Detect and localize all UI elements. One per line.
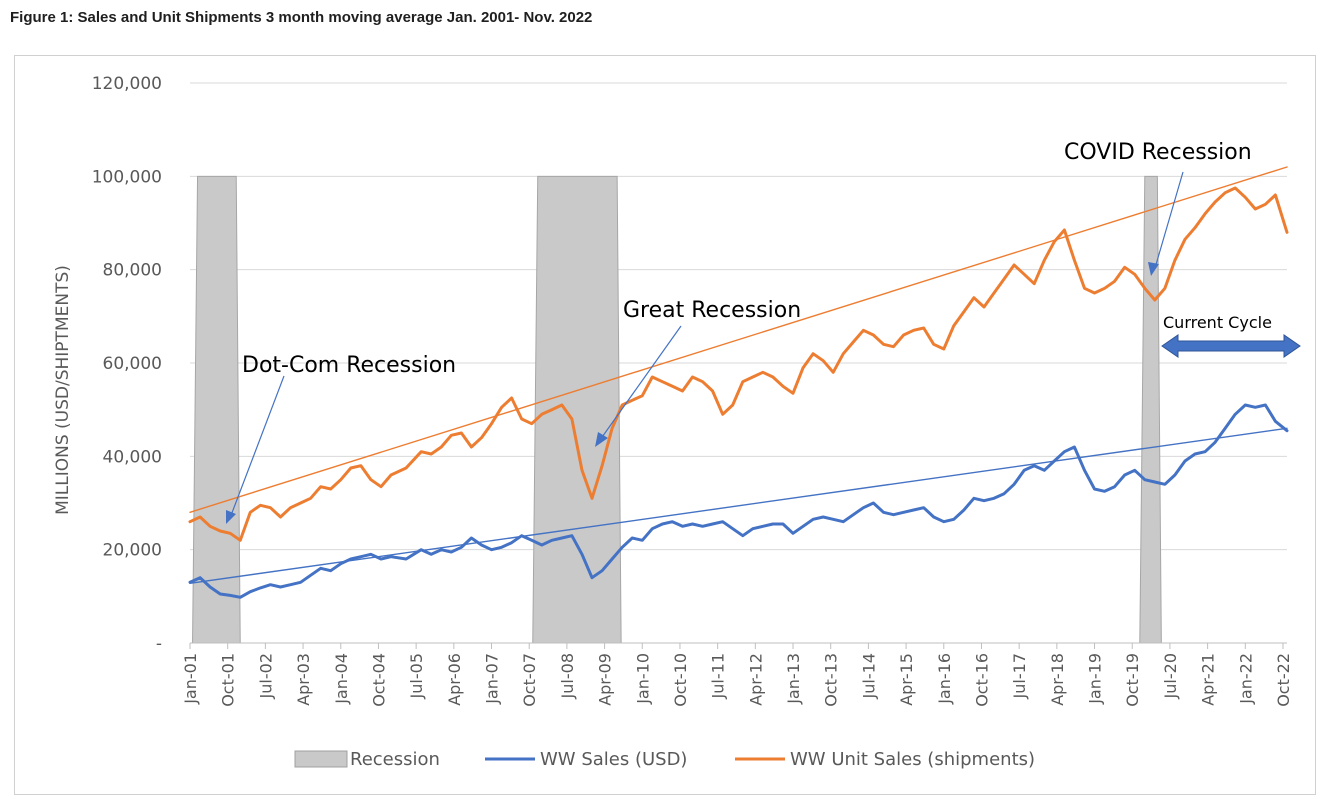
y-tick-label: 80,000: [103, 261, 162, 281]
legend: Recession WW Sales (USD) WW Unit Sales (…: [294, 749, 1035, 770]
annotation-covid: COVID Recession: [1064, 140, 1252, 165]
arrow-covid: [1154, 171, 1184, 269]
x-tick-label: Oct-01: [219, 653, 238, 707]
figure-title: Figure 1: Sales and Unit Shipments 3 mon…: [10, 9, 593, 26]
x-tick-label: Jan-13: [784, 653, 803, 705]
x-tick-label: Apr-12: [746, 653, 765, 706]
x-tick-label: Oct-04: [369, 653, 388, 707]
x-tick-label: Oct-16: [972, 653, 991, 707]
x-tick-label: Oct-13: [822, 653, 841, 707]
x-tick-label: Apr-15: [897, 653, 916, 706]
x-tick-label: Apr-03: [294, 653, 313, 706]
x-tick-label: Jul-14: [859, 653, 878, 699]
x-tick-label: Jul-17: [1010, 653, 1029, 699]
x-tick-label: Jul-20: [1161, 653, 1180, 699]
chart-frame: [14, 55, 1316, 795]
y-tick-label: 120,000: [92, 74, 162, 94]
x-tick-label: Jan-07: [483, 653, 502, 705]
arrow-dotcom: [229, 375, 285, 519]
recession-band: [1139, 175, 1162, 644]
y-tick-label: 20,000: [103, 541, 162, 561]
series-line-units: [188, 186, 1289, 542]
x-tick-label: Jul-11: [709, 653, 728, 699]
data-series: [188, 186, 1289, 599]
y-axis-label: MILLIONS (USD/SHIPTMENTS): [53, 265, 73, 515]
annotation-dotcom: Dot-Com Recession: [242, 353, 456, 378]
y-tick-label: 100,000: [92, 167, 162, 187]
gridlines: [190, 82, 1287, 551]
recession-band: [192, 175, 241, 644]
x-tick-label: Jan-22: [1236, 653, 1255, 705]
arrowhead-dotcom-icon: [226, 510, 236, 524]
y-tick-label: 60,000: [103, 354, 162, 374]
x-tick-label: Oct-07: [520, 653, 539, 707]
x-tick-label: Jul-02: [256, 653, 275, 699]
legend-label-recession: Recession: [350, 749, 440, 770]
legend-label-sales: WW Sales (USD): [540, 749, 687, 770]
arrowhead-covid-icon: [1148, 262, 1159, 276]
series-line-sales: [188, 403, 1289, 599]
x-tick-label: Jan-01: [181, 653, 200, 705]
double-arrow-icon: [1161, 334, 1301, 358]
x-tick-label: Jul-05: [407, 653, 426, 699]
x-tick-label: Apr-18: [1048, 653, 1067, 706]
recession-band: [532, 175, 622, 644]
y-tick-label: 40,000: [103, 447, 162, 467]
x-tick-label: Apr-06: [445, 653, 464, 706]
trend-line: [189, 166, 1288, 513]
x-tick-label: Apr-21: [1199, 653, 1218, 706]
trend-lines: [189, 166, 1288, 584]
x-tick-label: Jan-04: [332, 653, 351, 705]
x-tick-label: Jan-19: [1086, 653, 1105, 705]
annotations: Dot-Com Recession Great Recession COVID …: [226, 140, 1301, 524]
arrow-great: [599, 325, 682, 441]
trend-line: [189, 427, 1288, 584]
arrowhead-great-icon: [595, 432, 608, 447]
annotation-current-cycle: Current Cycle: [1163, 313, 1272, 332]
x-tick-label: Oct-10: [671, 653, 690, 707]
recession-bands: [192, 175, 1162, 644]
x-tick-label: Oct-22: [1274, 653, 1293, 707]
x-tick-label: Jul-08: [558, 653, 577, 699]
y-tick-labels: - 20,000 40,000 60,000 80,000 100,000 120,000: [92, 74, 162, 654]
x-tick-label: Jan-10: [633, 653, 652, 705]
legend-swatch-recession: [294, 750, 348, 768]
annotation-great: Great Recession: [623, 298, 801, 323]
x-tick-label: Jan-16: [935, 653, 954, 705]
x-tick-label: Oct-19: [1123, 653, 1142, 707]
y-tick-label: -: [156, 634, 162, 654]
x-tick-label: Apr-09: [596, 653, 615, 706]
x-axis: Jan-01 Oct-01 Jul-02 Apr-03 Jan-04 Oct-04 Jul-…: [181, 642, 1293, 707]
legend-label-units: WW Unit Sales (shipments): [790, 749, 1035, 770]
